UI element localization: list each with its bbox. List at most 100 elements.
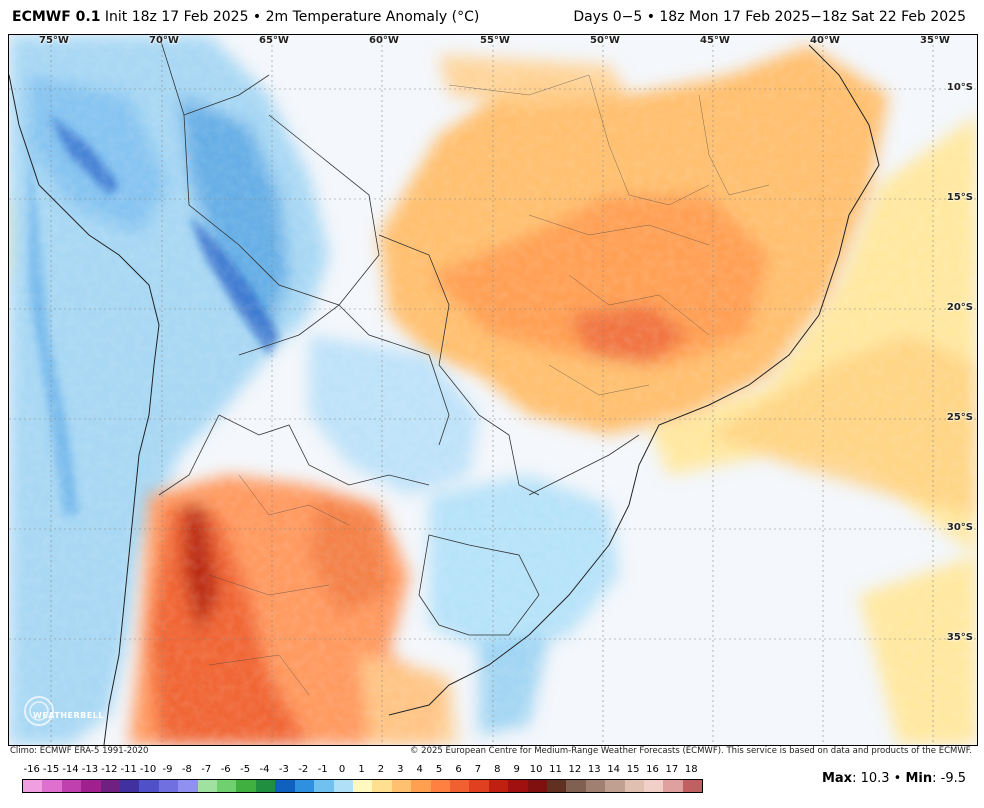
- legend-tick-label: -4: [259, 764, 270, 775]
- copyright-note: © 2025 European Centre for Medium-Range …: [409, 746, 972, 756]
- legend-tick-label: -6: [220, 764, 231, 775]
- lon-label: 65°W: [259, 35, 289, 46]
- lat-label: 20°S: [946, 302, 973, 313]
- weatherbell-logo: [24, 696, 54, 726]
- legend-tick-label: 0: [338, 764, 346, 775]
- legend-swatch: [605, 780, 625, 792]
- legend-tick-label: -8: [181, 764, 192, 775]
- legend-tick-label: 10: [529, 764, 543, 775]
- legend-swatch: [275, 780, 295, 792]
- legend-swatch: [682, 780, 703, 792]
- legend-tick-label: -16: [23, 764, 40, 775]
- country-borders: [158, 35, 640, 636]
- max-label: Max: [821, 771, 853, 786]
- legend-swatch: [333, 780, 353, 792]
- legend-tick-label: -14: [62, 764, 79, 775]
- legend-swatch: [624, 780, 644, 792]
- legend-tick-labels: -16 -15 -14 -13 -12 -11 -10 -9 -8 -7 -6 -5 -4 -3 -2 -1 0…: [22, 764, 702, 778]
- map[interactable]: 75°W 70°W 65°W 60°W 55°W 50°W 45°W 40°W …: [8, 34, 978, 746]
- max-min-summary: Max: 10.3 • Min: -9.5: [822, 771, 966, 786]
- legend-swatch: [663, 780, 683, 792]
- legend-swatch: [430, 780, 450, 792]
- legend-swatch: [255, 780, 276, 792]
- legend-tick-label: 8: [494, 764, 501, 775]
- legend-tick-label: -10: [139, 764, 157, 775]
- max-value: : 10.3 •: [852, 771, 906, 786]
- legend-swatch: [644, 780, 664, 792]
- legend-swatch: [449, 780, 470, 792]
- legend-tick-label: 15: [626, 764, 640, 775]
- model-name: ECMWF 0.1: [12, 9, 101, 25]
- legend-swatch: [372, 780, 392, 792]
- legend-tick-label: 4: [416, 764, 423, 775]
- legend-tick-label: 5: [435, 764, 443, 775]
- legend-colorbar: [22, 779, 703, 793]
- legend-swatch: [197, 780, 218, 792]
- legend-tick-label: -2: [298, 764, 309, 775]
- legend-tick-label: -9: [162, 764, 173, 775]
- min-value: : -9.5: [932, 771, 966, 786]
- legend-swatch: [81, 780, 101, 792]
- climo-note: Climo: ECMWF ERA-5 1991-2020: [10, 746, 149, 756]
- lon-label: 40°W: [810, 35, 840, 46]
- legend-tick-label: -12: [101, 764, 118, 775]
- lat-label: 15°S: [946, 192, 973, 203]
- legend-swatch: [352, 780, 373, 792]
- lon-label: 70°W: [149, 35, 179, 46]
- legend-swatch: [546, 780, 567, 792]
- legend-swatch: [566, 780, 586, 792]
- logo-text: WEATHERBELL: [33, 711, 104, 720]
- chart-title: ECMWF 0.1 Init 18z 17 Feb 2025 • 2m Temp…: [12, 9, 479, 25]
- legend-swatch: [294, 780, 315, 792]
- legend-tick-label: -13: [81, 764, 99, 775]
- lat-label: 25°S: [946, 412, 973, 423]
- lat-label: 10°S: [946, 82, 973, 93]
- header: ECMWF 0.1 Init 18z 17 Feb 2025 • 2m Temp…: [0, 0, 984, 34]
- legend-swatch: [217, 780, 237, 792]
- legend-tick-label: -3: [278, 764, 289, 775]
- legend-tick-label: 16: [646, 764, 659, 775]
- legend-swatch: [61, 780, 82, 792]
- coastlines: [9, 44, 880, 745]
- legend-tick-label: 14: [607, 764, 621, 775]
- valid-period: Days 0−5 • 18z Mon 17 Feb 2025−18z Sat 2…: [573, 9, 966, 25]
- legend-swatch: [23, 780, 43, 792]
- lon-label: 55°W: [480, 35, 510, 46]
- legend-swatch: [508, 780, 528, 792]
- lat-label: 30°S: [946, 522, 973, 533]
- legend-tick-label: 7: [474, 764, 482, 775]
- legend-swatch: [120, 780, 140, 792]
- lon-label: 45°W: [700, 35, 730, 46]
- lon-label: 60°W: [369, 35, 399, 46]
- legend-swatch: [178, 780, 198, 792]
- legend-tick-label: 18: [684, 764, 698, 775]
- legend-tick-label: -11: [120, 764, 137, 775]
- legend-tick-label: 9: [513, 764, 520, 775]
- legend-tick-label: 13: [587, 764, 601, 775]
- legend-tick-label: 11: [549, 764, 562, 775]
- legend-swatch: [100, 780, 121, 792]
- legend-swatch: [411, 780, 431, 792]
- legend-swatch: [139, 780, 159, 792]
- legend-tick-label: 12: [568, 764, 582, 775]
- lat-label: 35°S: [946, 632, 973, 643]
- lon-label: 35°W: [920, 35, 950, 46]
- min-label: Min: [905, 771, 933, 786]
- legend-swatch: [158, 780, 179, 792]
- graticule: [9, 35, 977, 745]
- legend-swatch: [42, 780, 62, 792]
- anomaly-map: [9, 35, 977, 745]
- legend-swatch: [488, 780, 509, 792]
- legend-tick-label: -7: [201, 764, 212, 775]
- legend-swatch: [314, 780, 334, 792]
- legend-tick-label: 3: [397, 764, 404, 775]
- legend-tick-label: 2: [377, 764, 385, 775]
- state-borders: [208, 74, 770, 696]
- legend-swatch: [585, 780, 606, 792]
- legend-tick-label: -15: [42, 764, 60, 775]
- legend-swatch: [236, 780, 256, 792]
- legend-tick-label: 1: [358, 764, 365, 775]
- init-text: Init 18z 17 Feb 2025 • 2m Temperature An…: [100, 9, 480, 25]
- legend-tick-label: -1: [317, 764, 328, 775]
- lon-label: 50°W: [590, 35, 620, 46]
